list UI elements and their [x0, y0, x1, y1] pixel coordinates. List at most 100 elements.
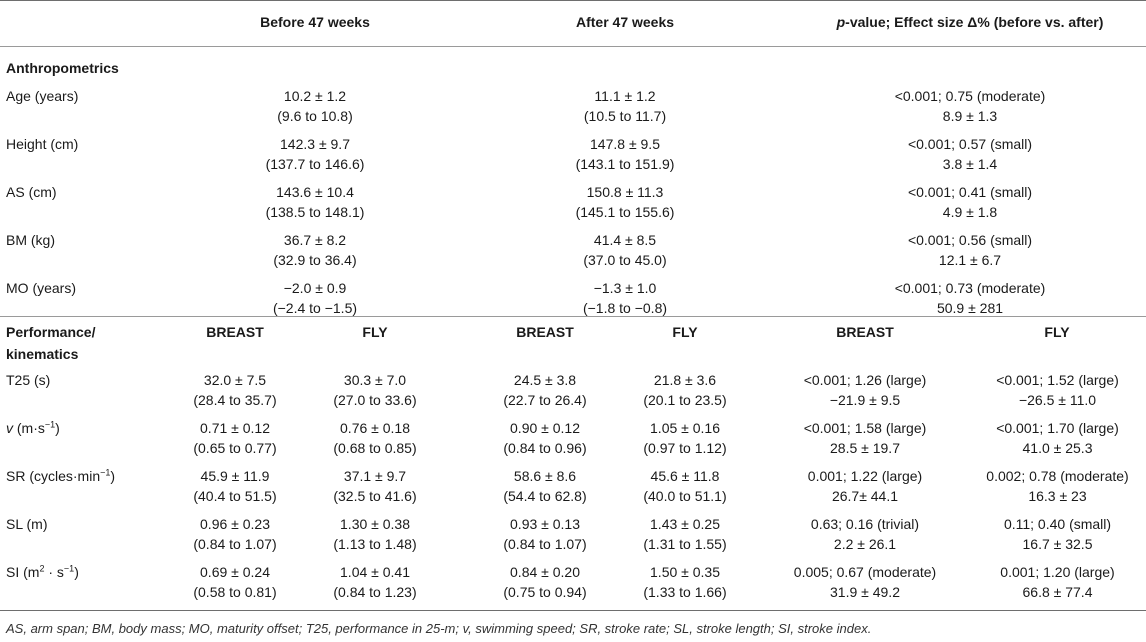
perf-bf-mean: 1.30 ± 0.38	[340, 516, 410, 532]
subheader-after-breast: BREAST	[516, 324, 574, 340]
perf-label-part: )	[74, 564, 79, 580]
anthro-row-label: Height (cm)	[6, 136, 79, 152]
perf-df: 66.8 ± 77.4	[1022, 584, 1093, 600]
perf-db: −21.9 ± 9.5	[829, 392, 901, 408]
anthro-before-ci: (9.6 to 10.8)	[277, 108, 353, 124]
header-pvalue-rest: -value; Effect size Δ% (before vs. after…	[845, 14, 1104, 30]
perf-ab-mean: 0.84 ± 0.20	[510, 564, 580, 580]
perf-label-part: −1	[100, 467, 111, 478]
section-performance-line1: Performance/	[6, 324, 96, 340]
anthro-p-effect: <0.001; 0.41 (small)	[907, 184, 1033, 200]
perf-ab-mean: 0.90 ± 0.12	[510, 420, 580, 436]
perf-pf: 0.11; 0.40 (small)	[1003, 516, 1112, 532]
anthro-before-mean: 143.6 ± 10.4	[276, 184, 354, 200]
perf-label-part: (m·s	[13, 420, 45, 436]
perf-af-mean: 45.6 ± 11.8	[650, 468, 720, 484]
anthro-row-label: AS (cm)	[6, 184, 57, 200]
anthro-p-effect: <0.001; 0.57 (small)	[907, 136, 1033, 152]
perf-bb-ci: (0.58 to 0.81)	[193, 584, 277, 600]
perf-ab-ci: (0.75 to 0.94)	[503, 584, 587, 600]
perf-pf: <0.001; 1.52 (large)	[996, 372, 1119, 388]
anthro-delta-percent: 3.8 ± 1.4	[942, 156, 998, 172]
anthro-before-mean: 36.7 ± 8.2	[283, 232, 347, 248]
perf-bb-mean: 0.71 ± 0.12	[200, 420, 270, 436]
perf-af-mean: 1.50 ± 0.35	[650, 564, 720, 580]
subheader-before-fly: FLY	[362, 324, 388, 340]
perf-ab-mean: 0.93 ± 0.13	[510, 516, 580, 532]
top-rule	[0, 0, 1146, 1]
anthro-before-ci: (138.5 to 148.1)	[265, 204, 365, 220]
anthro-before-ci: (137.7 to 146.6)	[265, 156, 365, 172]
perf-db: 28.5 ± 19.7	[830, 440, 900, 456]
perf-df: 16.7 ± 32.5	[1022, 536, 1093, 552]
section-rule	[0, 316, 1146, 317]
perf-bf-ci: (32.5 to 41.6)	[333, 488, 417, 504]
anthro-after-mean: 147.8 ± 9.5	[590, 136, 660, 152]
perf-bb-ci: (40.4 to 51.5)	[193, 488, 277, 504]
anthro-p-effect: <0.001; 0.73 (moderate)	[894, 280, 1046, 296]
anthro-delta-percent: 8.9 ± 1.3	[942, 108, 998, 124]
perf-label-part: )	[55, 420, 60, 436]
perf-label-part: 2	[39, 563, 45, 574]
perf-pb: 0.001; 1.22 (large)	[807, 468, 923, 484]
anthro-before-ci: (32.9 to 36.4)	[273, 252, 357, 268]
header-pvalue-p: p	[836, 14, 846, 30]
perf-bb-mean: 0.96 ± 0.23	[200, 516, 270, 532]
perf-row-label: SR (cycles·min−1)	[6, 466, 115, 486]
anthro-after-mean: 41.4 ± 8.5	[593, 232, 657, 248]
perf-label-part: SR (cycles·min	[6, 468, 101, 484]
subheader-p-breast: BREAST	[836, 324, 894, 340]
anthro-row-label: Age (years)	[6, 88, 79, 104]
perf-af-ci: (1.31 to 1.55)	[643, 536, 727, 552]
anthro-delta-percent: 12.1 ± 6.7	[938, 252, 1002, 268]
perf-df: −26.5 ± 11.0	[1018, 392, 1097, 408]
perf-af-ci: (40.0 to 51.1)	[643, 488, 727, 504]
perf-ab-ci: (22.7 to 26.4)	[503, 392, 587, 408]
perf-af-ci: (0.97 to 1.12)	[643, 440, 727, 456]
header-after: After 47 weeks	[575, 14, 675, 30]
anthro-p-effect: <0.001; 0.75 (moderate)	[894, 88, 1046, 104]
perf-ab-ci: (0.84 to 1.07)	[503, 536, 587, 552]
perf-label-part: )	[110, 468, 116, 484]
perf-db: 26.7± 44.1	[831, 488, 899, 504]
perf-bf-ci: (0.68 to 0.85)	[333, 440, 417, 456]
perf-df: 16.3 ± 23	[1028, 488, 1087, 504]
perf-bb-ci: (28.4 to 35.7)	[193, 392, 277, 408]
anthro-after-ci: (37.0 to 45.0)	[583, 252, 667, 268]
perf-row-label: SL (m)	[6, 516, 48, 532]
perf-af-mean: 1.43 ± 0.25	[650, 516, 720, 532]
perf-bb-ci: (0.84 to 1.07)	[193, 536, 277, 552]
perf-db: 2.2 ± 26.1	[833, 536, 897, 552]
perf-af-ci: (20.1 to 23.5)	[643, 392, 727, 408]
perf-db: 31.9 ± 49.2	[830, 584, 900, 600]
subheader-after-fly: FLY	[672, 324, 698, 340]
perf-df: 41.0 ± 25.3	[1022, 440, 1093, 456]
section-anthropometrics: Anthropometrics	[6, 60, 119, 76]
anthro-after-ci: (−1.8 to −0.8)	[582, 300, 668, 316]
perf-pf: 0.002; 0.78 (moderate)	[986, 468, 1129, 484]
anthro-before-mean: 10.2 ± 1.2	[283, 88, 347, 104]
header-pvalue: p-value; Effect size Δ% (before vs. afte…	[795, 12, 1145, 32]
anthro-after-ci: (145.1 to 155.6)	[575, 204, 675, 220]
section-performance-line2: kinematics	[6, 346, 79, 362]
perf-label-part: · s	[44, 564, 64, 580]
perf-label-part: v	[6, 420, 13, 436]
perf-bf-ci: (0.84 to 1.23)	[333, 584, 417, 600]
anthro-after-mean: 11.1 ± 1.2	[594, 88, 656, 104]
perf-af-ci: (1.33 to 1.66)	[643, 584, 727, 600]
perf-label-part: SI (m	[6, 564, 40, 580]
perf-af-mean: 1.05 ± 0.16	[650, 420, 720, 436]
perf-bf-mean: 37.1 ± 9.7	[343, 468, 407, 484]
perf-pb: 0.005; 0.67 (moderate)	[793, 564, 937, 580]
perf-row-label: v (m·s−1)	[6, 418, 60, 438]
anthro-after-ci: (10.5 to 11.7)	[583, 108, 667, 124]
subheader-p-fly: FLY	[1044, 324, 1070, 340]
perf-af-mean: 21.8 ± 3.6	[653, 372, 717, 388]
perf-bf-mean: 30.3 ± 7.0	[343, 372, 407, 388]
header-rule	[0, 46, 1146, 47]
perf-bb-mean: 0.69 ± 0.24	[200, 564, 270, 580]
subheader-before-breast: BREAST	[206, 324, 264, 340]
perf-pb: <0.001; 1.26 (large)	[803, 372, 927, 388]
anthro-delta-percent: 4.9 ± 1.8	[942, 204, 998, 220]
perf-pb: <0.001; 1.58 (large)	[803, 420, 927, 436]
